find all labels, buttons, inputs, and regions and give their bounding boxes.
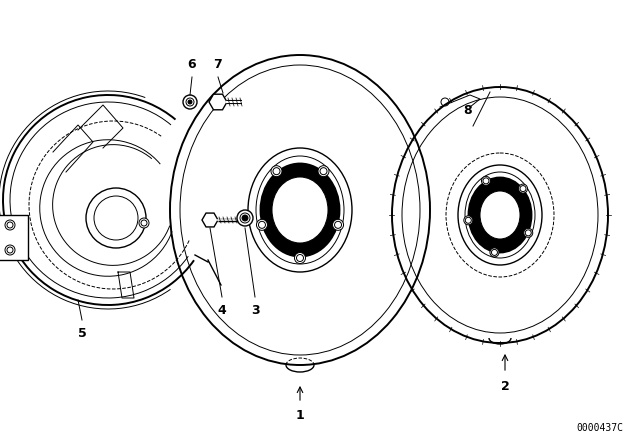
- Circle shape: [481, 177, 490, 185]
- Circle shape: [257, 220, 268, 230]
- Text: 3: 3: [251, 303, 259, 316]
- Circle shape: [318, 166, 329, 177]
- Text: 0000437C: 0000437C: [576, 423, 623, 433]
- Circle shape: [294, 253, 305, 263]
- Circle shape: [237, 210, 253, 226]
- Text: 8: 8: [464, 103, 472, 116]
- Circle shape: [5, 220, 15, 230]
- Circle shape: [464, 216, 473, 225]
- Circle shape: [490, 248, 499, 257]
- Ellipse shape: [272, 177, 328, 243]
- Polygon shape: [0, 215, 28, 260]
- Ellipse shape: [248, 148, 352, 272]
- Circle shape: [183, 95, 197, 109]
- Circle shape: [242, 215, 248, 221]
- Ellipse shape: [458, 165, 542, 265]
- Circle shape: [139, 218, 149, 228]
- Circle shape: [271, 166, 282, 177]
- Text: 1: 1: [296, 409, 305, 422]
- Text: 6: 6: [188, 57, 196, 70]
- Circle shape: [188, 100, 192, 104]
- Text: 2: 2: [500, 379, 509, 392]
- Ellipse shape: [262, 165, 338, 255]
- Text: 4: 4: [218, 303, 227, 316]
- Text: 5: 5: [77, 327, 86, 340]
- Text: 7: 7: [214, 57, 222, 70]
- Circle shape: [518, 184, 527, 193]
- Circle shape: [524, 228, 532, 237]
- Circle shape: [333, 220, 344, 230]
- Ellipse shape: [480, 191, 520, 239]
- Ellipse shape: [470, 179, 530, 251]
- Circle shape: [5, 245, 15, 255]
